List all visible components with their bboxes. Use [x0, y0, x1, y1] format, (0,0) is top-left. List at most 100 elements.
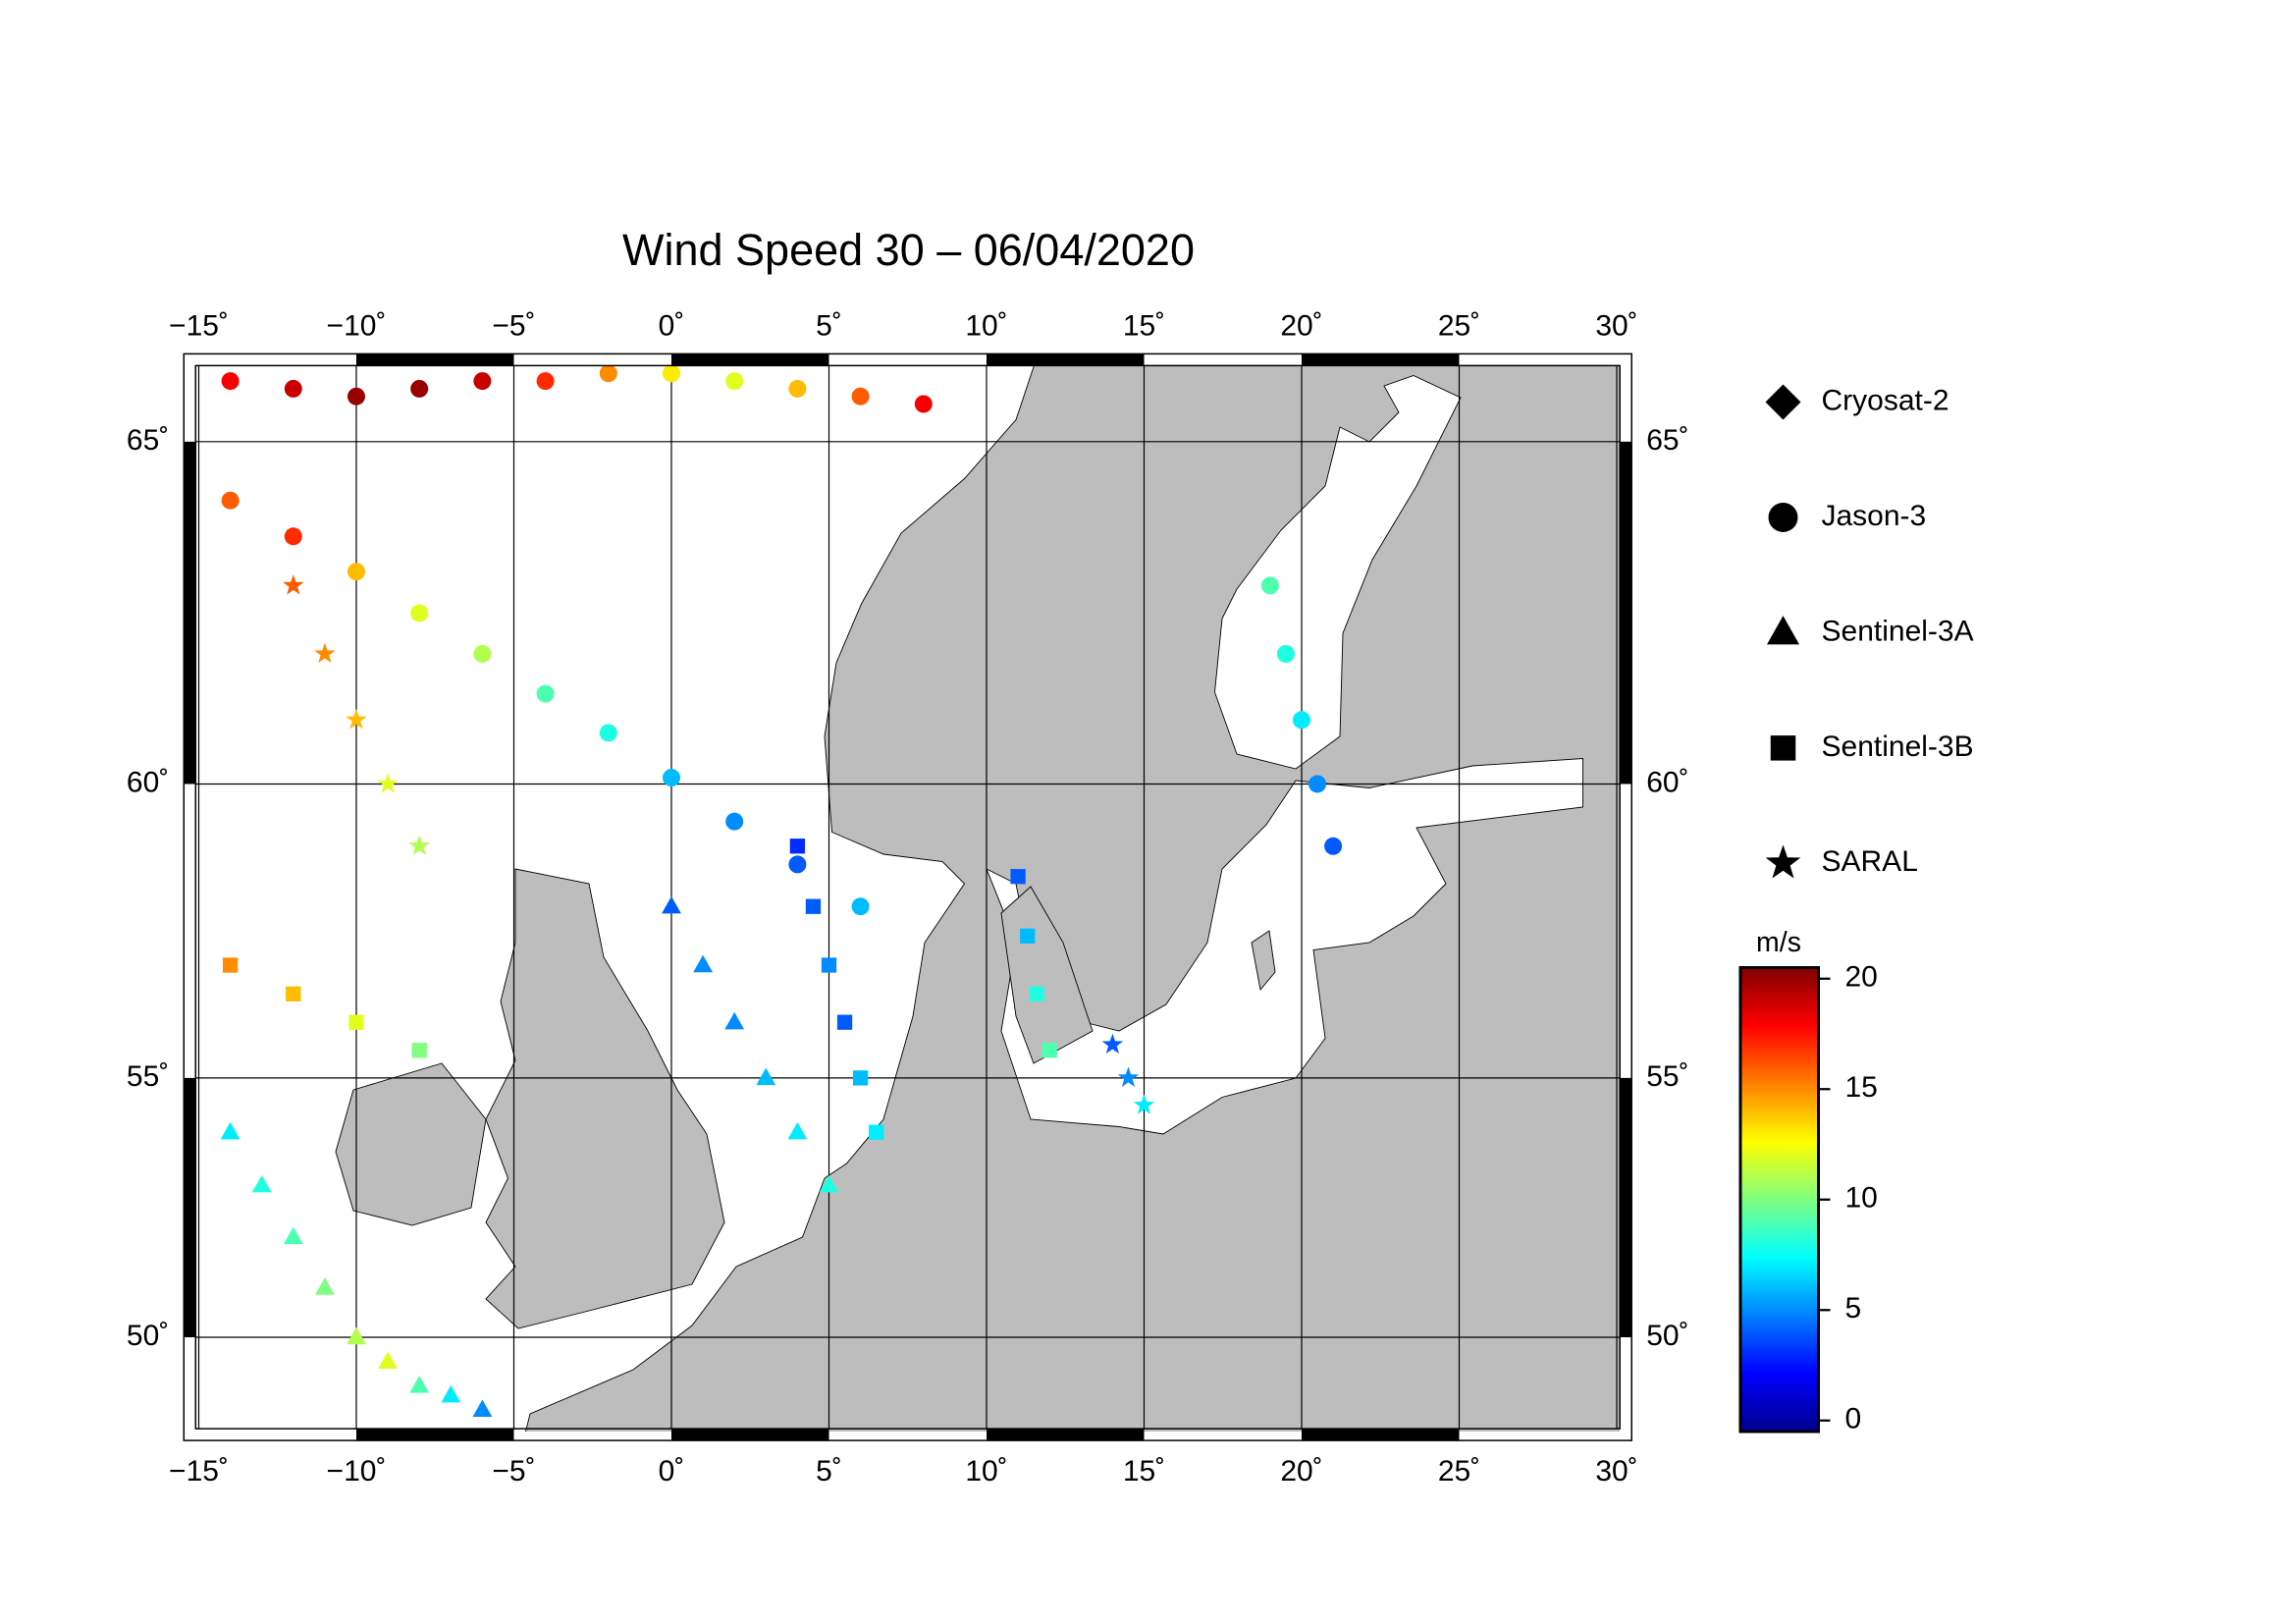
data-point	[1020, 928, 1036, 944]
data-point	[473, 644, 492, 663]
y-tick-label: 65˚	[127, 424, 169, 457]
x-tick-label: −5˚	[492, 309, 535, 342]
data-point	[221, 491, 240, 510]
data-point	[347, 563, 366, 581]
data-point	[536, 372, 555, 391]
frame-bar	[1302, 1429, 1460, 1441]
x-tick-label: 20˚	[1280, 309, 1322, 342]
data-point	[221, 372, 240, 391]
points	[220, 365, 1343, 1417]
frame-bar	[671, 1429, 829, 1441]
frame-bar	[671, 353, 829, 366]
sea	[986, 758, 1583, 1135]
frame-inner	[194, 364, 1621, 1430]
legend-marker	[1770, 735, 1796, 761]
legend-label: Cryosat-2	[1822, 384, 1949, 416]
data-point	[1324, 837, 1343, 855]
data-point	[284, 379, 302, 398]
data-point	[284, 527, 302, 546]
data-point	[314, 642, 336, 664]
legend-marker	[1765, 384, 1801, 420]
data-point	[914, 395, 933, 413]
data-point	[1010, 869, 1026, 885]
x-tick-label: 25˚	[1438, 309, 1480, 342]
x-tick-label: −15˚	[169, 1455, 229, 1488]
data-point	[378, 1351, 399, 1370]
y-tick-label: 50˚	[1646, 1320, 1688, 1352]
data-point	[410, 604, 429, 622]
legend-marker	[1765, 844, 1801, 879]
x-tick-label: 30˚	[1595, 1455, 1637, 1488]
data-point	[662, 895, 681, 914]
data-point	[286, 986, 301, 1001]
x-tick-label: −5˚	[492, 1455, 535, 1488]
data-point	[409, 1376, 430, 1393]
x-tick-label: 15˚	[1123, 1455, 1165, 1488]
frame-bar	[184, 441, 196, 784]
data-point	[788, 855, 807, 874]
data-point	[851, 897, 870, 916]
data-point	[725, 372, 744, 391]
frame-outer	[183, 352, 1632, 1441]
data-point	[821, 957, 837, 973]
data-point	[819, 1174, 839, 1193]
data-point	[283, 1226, 303, 1245]
island	[1251, 930, 1276, 992]
data-point	[851, 387, 870, 406]
frame-bar	[1302, 353, 1460, 366]
data-point	[408, 835, 430, 855]
data-point	[725, 812, 744, 831]
frame-bar	[356, 353, 514, 366]
data-point	[222, 957, 239, 973]
data-point	[599, 724, 617, 742]
colorbar-tick-label: 20	[1845, 961, 1878, 994]
frame-bar	[1620, 441, 1632, 784]
y-tick-label: 50˚	[127, 1320, 169, 1352]
map-area	[195, 365, 1621, 1432]
frame-bar	[184, 1077, 196, 1337]
data-point	[599, 365, 617, 383]
x-tick-label: 30˚	[1595, 309, 1637, 342]
y-tick-label: 55˚	[127, 1060, 169, 1093]
colorbar-label: m/s	[1756, 927, 1801, 958]
x-tick-label: −10˚	[327, 1455, 387, 1488]
x-tick-label: 0˚	[659, 1455, 685, 1488]
colorbar-ramp	[1738, 966, 1821, 1434]
legend-marker	[1767, 616, 1800, 645]
x-tick-label: 15˚	[1123, 309, 1165, 342]
island	[335, 1062, 487, 1226]
colorbar: m/s 0 5 10 15 20	[1738, 927, 1878, 1435]
data-point	[756, 1067, 776, 1086]
data-point	[347, 387, 366, 406]
y-tick-label: 60˚	[1646, 766, 1688, 798]
data-point	[1276, 644, 1295, 663]
data-point	[348, 1014, 364, 1030]
legend: Cryosat-2 Jason-3 Sentinel-3A Sentinel-3B SA…	[1765, 384, 1974, 879]
data-point	[410, 379, 429, 398]
frame-bar	[356, 1429, 514, 1441]
data-point	[347, 1326, 366, 1345]
data-point	[869, 1124, 884, 1140]
data-point	[836, 1014, 853, 1030]
data-point	[220, 1121, 240, 1140]
data-point	[472, 1399, 493, 1417]
legend-marker	[1768, 502, 1798, 532]
frame	[183, 352, 1632, 1441]
x-tick-label: −15˚	[169, 309, 229, 342]
x-tick-label: 0˚	[659, 309, 685, 342]
data-point	[787, 1121, 808, 1140]
data-point	[852, 1070, 869, 1086]
data-point	[536, 684, 555, 703]
x-tick-label: 5˚	[816, 309, 842, 342]
grid	[195, 365, 1621, 1430]
frame-bar	[987, 353, 1145, 366]
colorbar-tick-label: 5	[1845, 1292, 1862, 1325]
x-tick-label: 10˚	[965, 309, 1007, 342]
x-tick-label: 5˚	[816, 1455, 842, 1488]
data-point	[663, 365, 680, 383]
legend-label: SARAL	[1822, 845, 1918, 878]
data-point	[1117, 1066, 1140, 1087]
data-point	[724, 1011, 745, 1030]
